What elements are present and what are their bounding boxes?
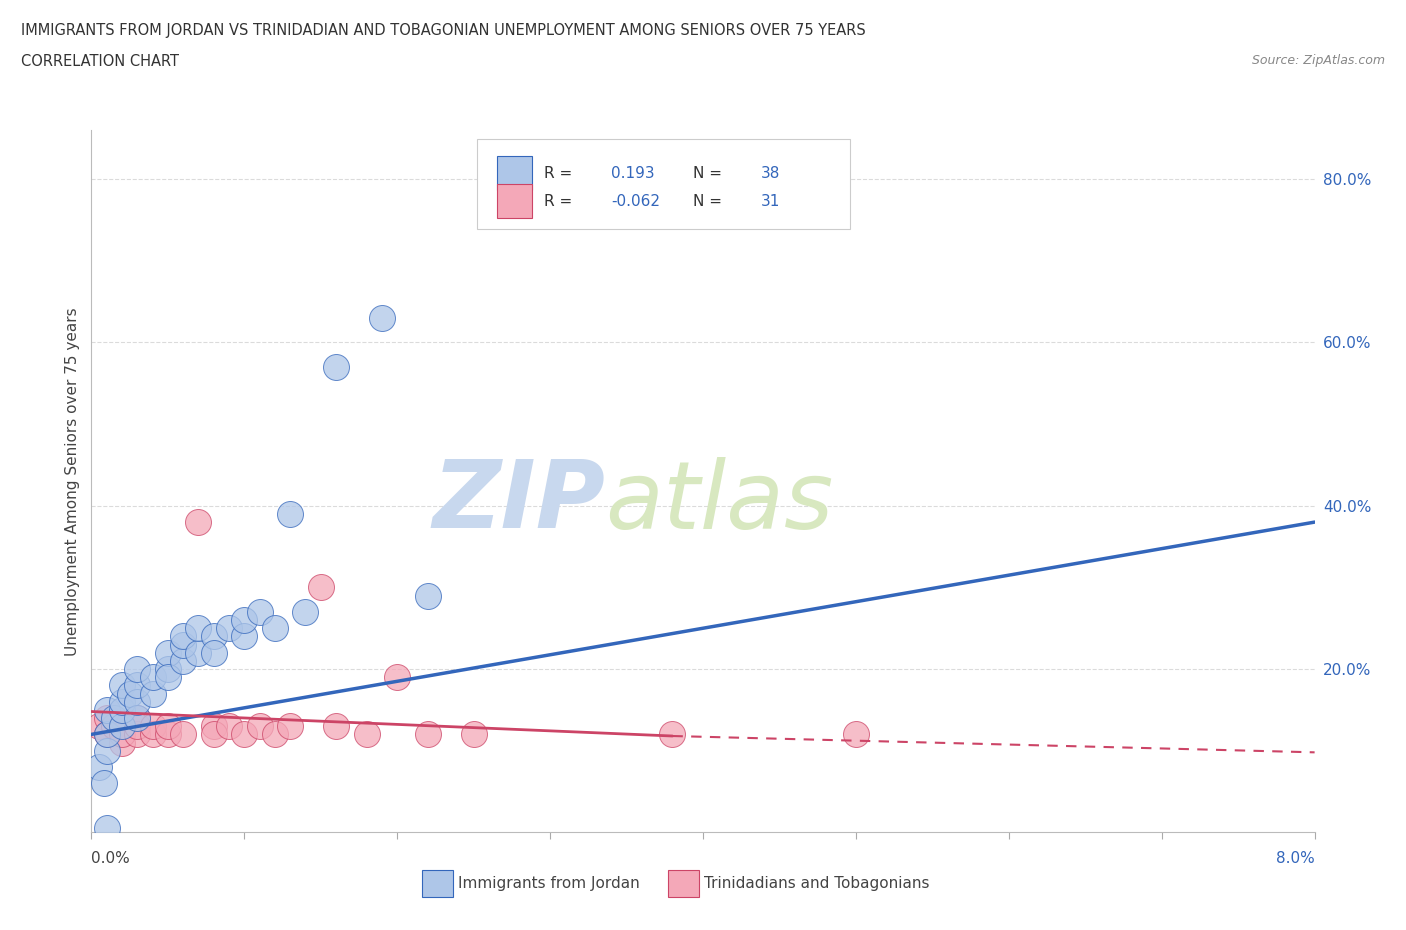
Point <box>218 621 240 636</box>
Point <box>309 580 332 595</box>
Point <box>385 670 409 684</box>
Text: 38: 38 <box>761 166 780 180</box>
Point <box>264 621 287 636</box>
Point <box>127 678 149 693</box>
Point <box>111 695 134 710</box>
FancyBboxPatch shape <box>477 139 849 229</box>
Point <box>141 670 163 684</box>
Point <box>111 719 134 734</box>
Point <box>172 629 194 644</box>
Point <box>127 661 149 676</box>
Point <box>356 727 378 742</box>
Text: 8.0%: 8.0% <box>1275 851 1315 866</box>
Point <box>325 360 347 375</box>
Text: -0.062: -0.062 <box>612 193 661 208</box>
Text: atlas: atlas <box>605 457 834 548</box>
Point <box>172 637 194 652</box>
Point <box>156 727 179 742</box>
Point <box>172 654 194 669</box>
Point <box>661 727 683 742</box>
Point <box>845 727 868 742</box>
Point <box>96 821 118 836</box>
Point <box>96 727 118 742</box>
Point <box>294 604 316 619</box>
Text: Immigrants from Jordan: Immigrants from Jordan <box>458 876 640 891</box>
Point <box>233 629 256 644</box>
FancyBboxPatch shape <box>498 156 531 190</box>
Y-axis label: Unemployment Among Seniors over 75 years: Unemployment Among Seniors over 75 years <box>65 307 80 656</box>
Text: 0.193: 0.193 <box>612 166 655 180</box>
Point <box>233 613 256 628</box>
Text: N =: N = <box>693 193 723 208</box>
Point <box>218 719 240 734</box>
Text: R =: R = <box>544 193 572 208</box>
Point <box>111 719 134 734</box>
Text: 0.0%: 0.0% <box>91 851 131 866</box>
Point <box>371 311 394 325</box>
Point <box>202 727 225 742</box>
Point <box>127 695 149 710</box>
Point <box>187 645 209 660</box>
Point <box>141 719 163 734</box>
Text: Trinidadians and Tobagonians: Trinidadians and Tobagonians <box>704 876 929 891</box>
Text: 31: 31 <box>761 193 780 208</box>
Point <box>127 719 149 734</box>
Point <box>96 711 118 725</box>
Point <box>96 702 118 717</box>
Point <box>127 711 149 725</box>
Point <box>202 629 225 644</box>
Point <box>96 743 118 758</box>
Point <box>127 711 149 725</box>
Point <box>156 670 179 684</box>
Point <box>141 686 163 701</box>
Point <box>111 702 134 717</box>
Point <box>118 686 141 701</box>
Point <box>202 719 225 734</box>
Point <box>156 719 179 734</box>
Point <box>264 727 287 742</box>
Text: Source: ZipAtlas.com: Source: ZipAtlas.com <box>1251 54 1385 67</box>
Point <box>463 727 485 742</box>
Text: CORRELATION CHART: CORRELATION CHART <box>21 54 179 69</box>
Text: ZIP: ZIP <box>432 457 605 549</box>
Text: IMMIGRANTS FROM JORDAN VS TRINIDADIAN AND TOBAGONIAN UNEMPLOYMENT AMONG SENIORS : IMMIGRANTS FROM JORDAN VS TRINIDADIAN AN… <box>21 23 866 38</box>
Point <box>103 711 125 725</box>
Point <box>111 735 134 750</box>
FancyBboxPatch shape <box>498 184 531 218</box>
Text: N =: N = <box>693 166 723 180</box>
Point <box>111 678 134 693</box>
Point <box>93 776 115 790</box>
Point <box>249 719 271 734</box>
Point <box>141 727 163 742</box>
Point <box>187 621 209 636</box>
Point <box>416 588 439 603</box>
Point <box>249 604 271 619</box>
Point <box>156 645 179 660</box>
Point <box>103 719 125 734</box>
Point <box>233 727 256 742</box>
Point <box>278 507 301 522</box>
Point <box>127 727 149 742</box>
Point <box>278 719 301 734</box>
Point <box>172 727 194 742</box>
Point <box>187 514 209 529</box>
Text: R =: R = <box>544 166 572 180</box>
Point <box>87 719 110 734</box>
Point <box>87 760 110 775</box>
Point <box>202 645 225 660</box>
Point <box>111 727 134 742</box>
Point <box>96 727 118 742</box>
Point <box>325 719 347 734</box>
Point <box>156 661 179 676</box>
Point <box>416 727 439 742</box>
